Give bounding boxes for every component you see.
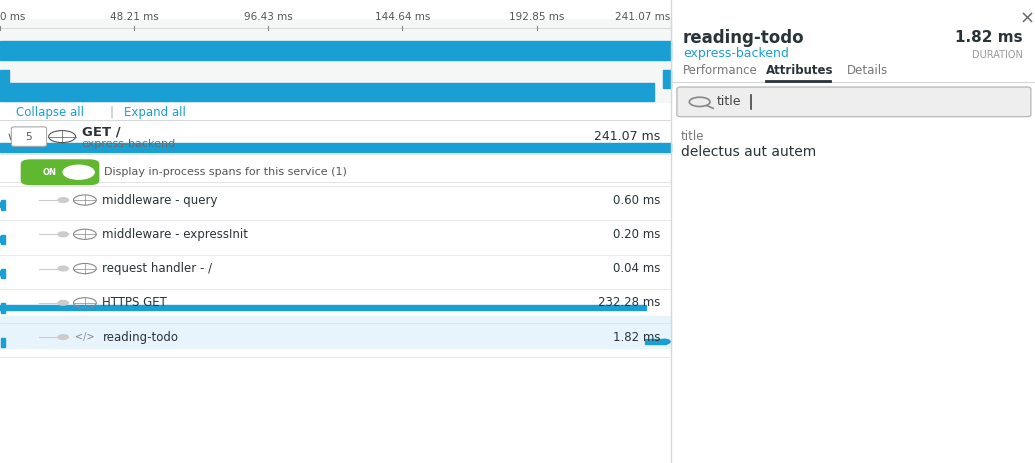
- Text: 0 ms: 0 ms: [0, 12, 26, 22]
- Circle shape: [58, 198, 68, 202]
- Circle shape: [58, 232, 68, 237]
- Text: express-backend: express-backend: [82, 138, 176, 149]
- Text: Display in-process spans for this service (1): Display in-process spans for this servic…: [104, 167, 347, 177]
- Text: Details: Details: [847, 64, 888, 77]
- Text: middleware - query: middleware - query: [102, 194, 218, 206]
- Bar: [0, 70, 8, 88]
- Text: 5: 5: [26, 131, 32, 142]
- Text: Collapse all: Collapse all: [16, 106, 84, 119]
- Text: 241.07 ms: 241.07 ms: [616, 12, 671, 22]
- Text: 1.82 ms: 1.82 ms: [613, 331, 660, 344]
- FancyBboxPatch shape: [677, 87, 1031, 117]
- Text: |: |: [110, 106, 114, 119]
- Bar: [0, 83, 654, 101]
- Circle shape: [58, 335, 68, 339]
- Text: ON: ON: [42, 168, 57, 177]
- Text: Performance: Performance: [683, 64, 758, 77]
- Circle shape: [659, 339, 670, 344]
- Bar: [1, 338, 5, 347]
- Text: </>: </>: [76, 332, 94, 342]
- Text: ×: ×: [1019, 10, 1034, 27]
- Bar: [0, 305, 646, 310]
- Text: middleware - expressInit: middleware - expressInit: [102, 228, 248, 241]
- Bar: [1, 303, 5, 313]
- Text: GET /: GET /: [82, 126, 120, 139]
- Text: HTTPS GET: HTTPS GET: [102, 296, 168, 309]
- FancyBboxPatch shape: [11, 127, 47, 146]
- Text: Attributes: Attributes: [766, 64, 833, 77]
- Text: 144.64 ms: 144.64 ms: [375, 12, 431, 22]
- Text: 232.28 ms: 232.28 ms: [598, 296, 660, 309]
- Text: Expand all: Expand all: [124, 106, 186, 119]
- Text: 0.20 ms: 0.20 ms: [613, 228, 660, 241]
- Bar: [0, 316, 671, 348]
- Text: 1.82 ms: 1.82 ms: [955, 31, 1023, 45]
- FancyBboxPatch shape: [21, 159, 99, 185]
- Bar: [645, 339, 666, 344]
- Circle shape: [58, 266, 68, 271]
- Bar: [0, 143, 671, 152]
- Text: 48.21 ms: 48.21 ms: [110, 12, 158, 22]
- Text: 241.07 ms: 241.07 ms: [594, 130, 660, 143]
- Text: title: title: [716, 95, 741, 108]
- Text: delectus aut autem: delectus aut autem: [681, 145, 817, 159]
- Text: express-backend: express-backend: [683, 47, 789, 60]
- Bar: [1, 200, 5, 210]
- Text: ∨: ∨: [6, 131, 14, 142]
- Bar: [0, 0, 671, 463]
- Bar: [662, 70, 671, 88]
- Bar: [1, 235, 5, 244]
- Text: 0.04 ms: 0.04 ms: [613, 262, 660, 275]
- Bar: [0, 19, 671, 102]
- Bar: [0, 41, 671, 60]
- Text: 192.85 ms: 192.85 ms: [509, 12, 564, 22]
- Text: DURATION: DURATION: [972, 50, 1023, 60]
- Text: 96.43 ms: 96.43 ms: [244, 12, 293, 22]
- Bar: [0, 202, 2, 207]
- Text: 0.60 ms: 0.60 ms: [613, 194, 660, 206]
- Text: title: title: [681, 130, 705, 143]
- Text: reading-todo: reading-todo: [102, 331, 178, 344]
- Bar: [1, 269, 5, 278]
- Text: reading-todo: reading-todo: [683, 29, 805, 47]
- Text: request handler - /: request handler - /: [102, 262, 212, 275]
- Circle shape: [63, 165, 94, 179]
- Circle shape: [58, 300, 68, 305]
- Bar: [671, 0, 1035, 463]
